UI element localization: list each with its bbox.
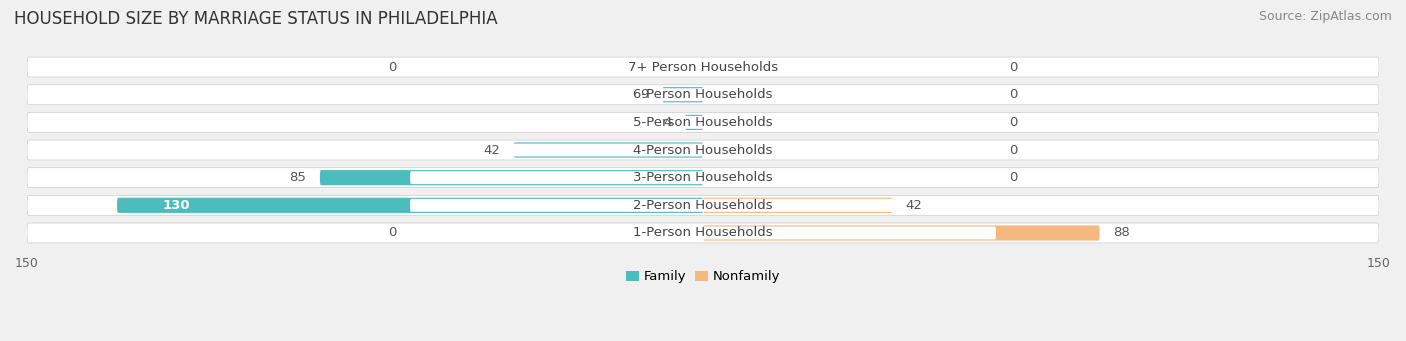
Text: 0: 0: [388, 226, 396, 239]
Text: 0: 0: [1010, 144, 1018, 157]
Text: 5-Person Households: 5-Person Households: [633, 116, 773, 129]
FancyBboxPatch shape: [411, 199, 995, 212]
FancyBboxPatch shape: [117, 198, 703, 213]
FancyBboxPatch shape: [411, 226, 995, 239]
Text: 6-Person Households: 6-Person Households: [633, 88, 773, 101]
FancyBboxPatch shape: [411, 171, 995, 184]
FancyBboxPatch shape: [411, 61, 995, 74]
Text: 0: 0: [1010, 171, 1018, 184]
FancyBboxPatch shape: [703, 198, 893, 213]
FancyBboxPatch shape: [703, 225, 1099, 241]
Text: 1-Person Households: 1-Person Households: [633, 226, 773, 239]
Text: 0: 0: [1010, 116, 1018, 129]
Text: 0: 0: [1010, 88, 1018, 101]
Text: 85: 85: [290, 171, 307, 184]
FancyBboxPatch shape: [27, 113, 1379, 132]
FancyBboxPatch shape: [27, 195, 1379, 215]
FancyBboxPatch shape: [411, 88, 995, 101]
Text: 4-Person Households: 4-Person Households: [633, 144, 773, 157]
FancyBboxPatch shape: [27, 85, 1379, 105]
FancyBboxPatch shape: [27, 57, 1379, 77]
Text: HOUSEHOLD SIZE BY MARRIAGE STATUS IN PHILADELPHIA: HOUSEHOLD SIZE BY MARRIAGE STATUS IN PHI…: [14, 10, 498, 28]
Text: 42: 42: [905, 199, 922, 212]
FancyBboxPatch shape: [411, 144, 995, 157]
FancyBboxPatch shape: [27, 223, 1379, 243]
Text: 42: 42: [484, 144, 501, 157]
Text: Source: ZipAtlas.com: Source: ZipAtlas.com: [1258, 10, 1392, 23]
FancyBboxPatch shape: [411, 116, 995, 129]
Text: 0: 0: [1010, 61, 1018, 74]
FancyBboxPatch shape: [27, 140, 1379, 160]
Text: 88: 88: [1114, 226, 1130, 239]
Legend: Family, Nonfamily: Family, Nonfamily: [620, 265, 786, 289]
Text: 7+ Person Households: 7+ Person Households: [628, 61, 778, 74]
Text: 4: 4: [664, 116, 672, 129]
Text: 2-Person Households: 2-Person Households: [633, 199, 773, 212]
FancyBboxPatch shape: [27, 168, 1379, 188]
FancyBboxPatch shape: [513, 143, 703, 158]
Text: 0: 0: [388, 61, 396, 74]
Text: 3-Person Households: 3-Person Households: [633, 171, 773, 184]
FancyBboxPatch shape: [321, 170, 703, 185]
Text: 130: 130: [162, 199, 190, 212]
FancyBboxPatch shape: [662, 87, 703, 102]
Text: 9: 9: [641, 88, 650, 101]
FancyBboxPatch shape: [685, 115, 703, 130]
